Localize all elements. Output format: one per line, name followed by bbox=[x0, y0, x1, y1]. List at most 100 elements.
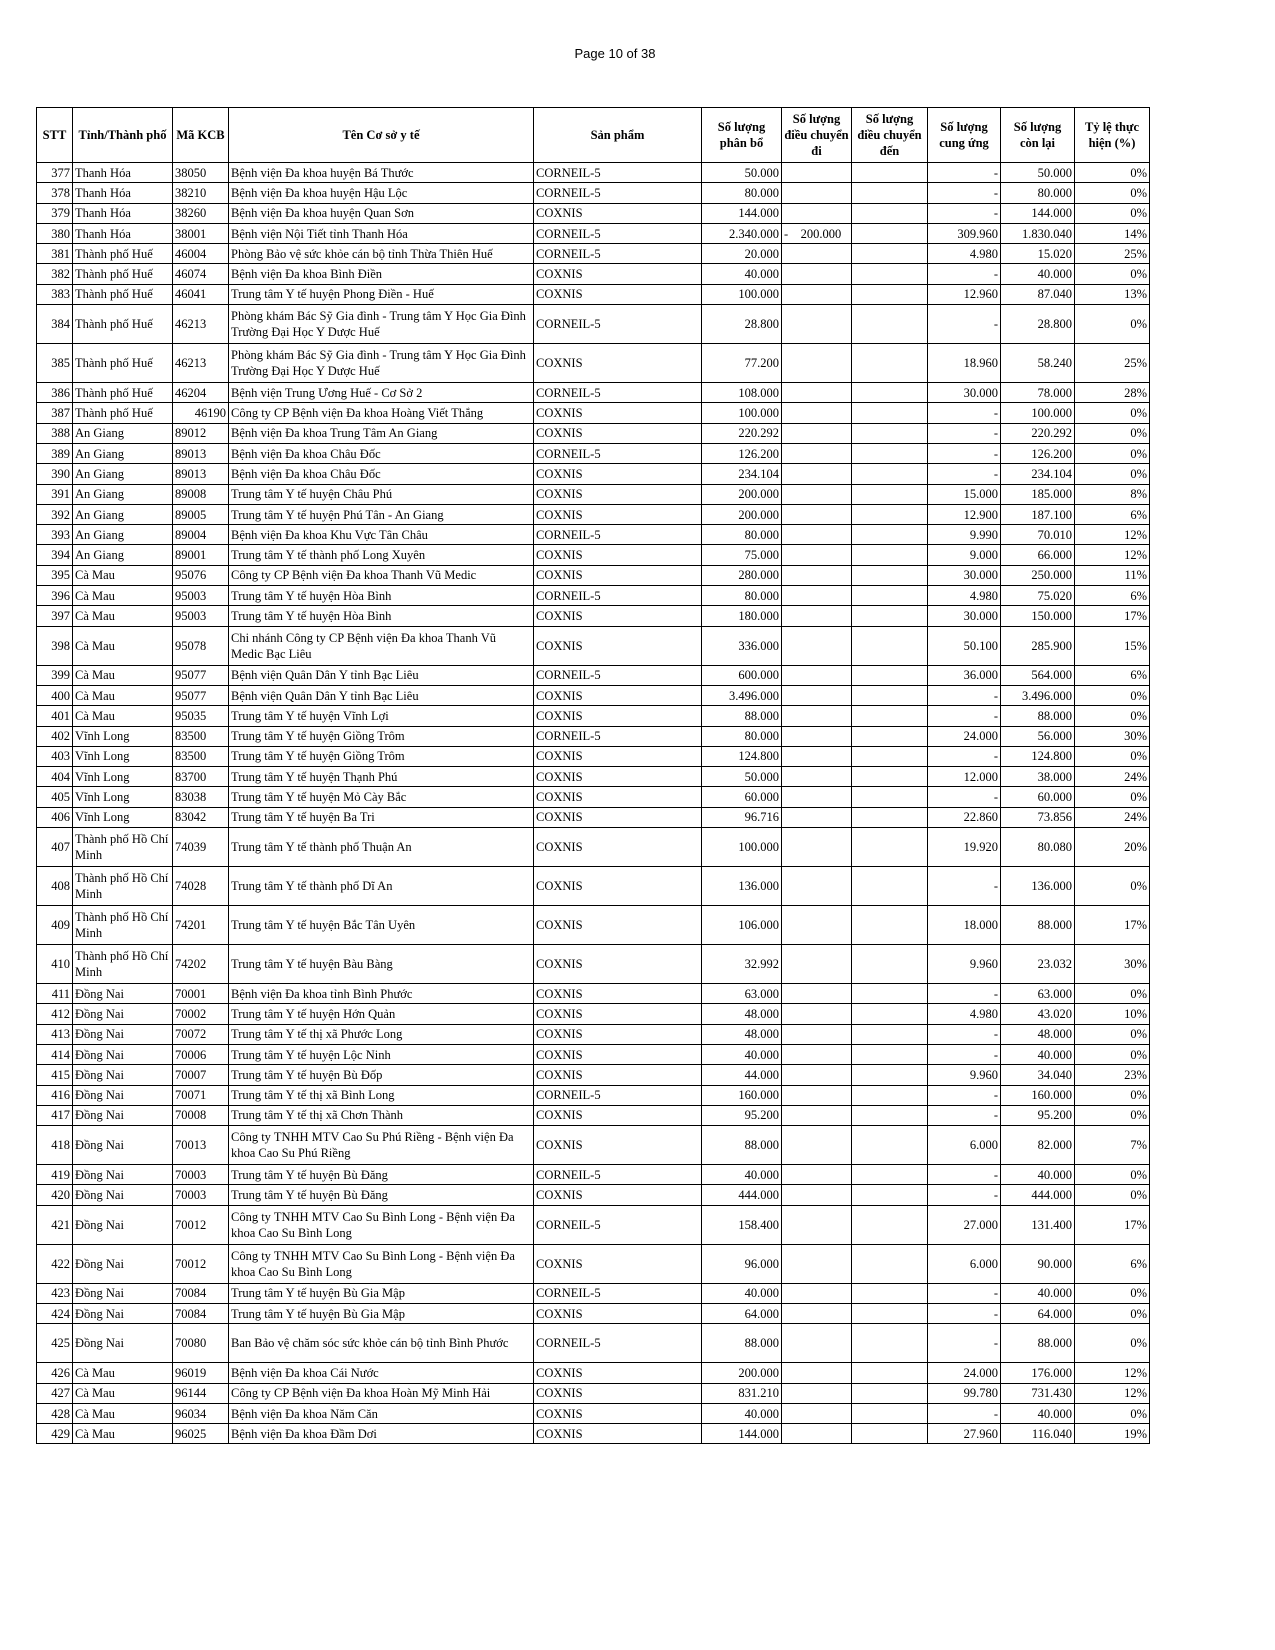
cell-transfer-out-qty bbox=[781, 304, 852, 345]
cell-stt: 399 bbox=[36, 664, 73, 686]
cell-transfer-out-qty bbox=[781, 1323, 852, 1364]
cell-completion-rate: 30% bbox=[1074, 944, 1150, 985]
table-row: 390 An Giang 89013 Bệnh viện Đa khoa Châu Đ… bbox=[36, 463, 1150, 485]
cell-stt: 394 bbox=[36, 544, 73, 566]
cell-facility-name: Trung tâm Y tế huyện Mỏ Cày Bắc bbox=[228, 786, 534, 808]
cell-province: Thành phố Huế bbox=[72, 243, 173, 265]
cell-supplied-qty: 9.960 bbox=[927, 1064, 1001, 1086]
cell-transfer-in-qty bbox=[851, 625, 928, 666]
cell-facility-name: Bệnh viện Đa khoa huyện Quan Sơn bbox=[228, 202, 534, 224]
table-row: 383 Thành phố Huế 46041 Trung tâm Y tế huyệ… bbox=[36, 283, 1150, 306]
cell-transfer-out-qty bbox=[781, 684, 852, 707]
cell-kcb-code: 95003 bbox=[172, 605, 229, 627]
cell-remaining-qty: 126.200 bbox=[1000, 442, 1075, 465]
cell-product: COXNIS bbox=[533, 944, 702, 985]
cell-stt: 400 bbox=[36, 684, 73, 707]
cell-facility-name: Phòng khám Bác Sỹ Gia đình - Trung tâm Y… bbox=[228, 304, 534, 345]
cell-facility-name: Phòng khám Bác Sỹ Gia đình - Trung tâm Y… bbox=[228, 343, 534, 384]
cell-completion-rate: 0% bbox=[1074, 263, 1150, 285]
table-row: 422 Đồng Nai 70012 Công ty TNHH MTV Cao Su … bbox=[36, 1243, 1150, 1284]
cell-province: Thành phố Huế bbox=[72, 283, 173, 306]
cell-completion-rate: 0% bbox=[1074, 1164, 1150, 1186]
cell-transfer-out-qty bbox=[781, 1164, 852, 1186]
table-row: 401 Cà Mau 95035 Trung tâm Y tế huyện Vĩnh … bbox=[36, 705, 1150, 727]
cell-stt: 392 bbox=[36, 503, 73, 526]
cell-stt: 387 bbox=[36, 402, 73, 424]
table-row: 387 Thành phố Huế 46190 Công ty CP Bệnh việ… bbox=[36, 402, 1150, 424]
cell-province: An Giang bbox=[72, 544, 173, 566]
cell-transfer-in-qty bbox=[851, 684, 928, 707]
cell-completion-rate: 20% bbox=[1074, 827, 1150, 868]
table-row: 409 Thành phố Hồ Chí Minh 74201 Trung tâm Y… bbox=[36, 905, 1150, 946]
cell-completion-rate: 28% bbox=[1074, 382, 1150, 404]
cell-supplied-qty: 12.960 bbox=[927, 283, 1001, 306]
table-row: 406 Vĩnh Long 83042 Trung tâm Y tế huyện Ba… bbox=[36, 806, 1150, 829]
cell-facility-name: Trung tâm Y tế thành phố Dĩ An bbox=[228, 866, 534, 907]
cell-transfer-out-qty bbox=[781, 382, 852, 404]
cell-province: Thanh Hóa bbox=[72, 222, 173, 245]
cell-supplied-qty: - bbox=[927, 1302, 1001, 1325]
cell-kcb-code: 38050 bbox=[172, 161, 229, 184]
cell-allocated-qty: 158.400 bbox=[701, 1204, 782, 1245]
cell-completion-rate: 17% bbox=[1074, 1204, 1150, 1245]
cell-completion-rate: 8% bbox=[1074, 483, 1150, 505]
cell-transfer-out-qty bbox=[781, 402, 852, 424]
cell-stt: 417 bbox=[36, 1104, 73, 1127]
cell-transfer-out-qty bbox=[781, 1003, 852, 1025]
cell-facility-name: Trung tâm Y tế thành phố Thuận An bbox=[228, 827, 534, 868]
cell-facility-name: Bệnh viện Đa khoa Bình Điền bbox=[228, 263, 534, 285]
cell-transfer-out-qty bbox=[781, 243, 852, 265]
cell-remaining-qty: 80.000 bbox=[1000, 182, 1075, 204]
cell-completion-rate: 11% bbox=[1074, 564, 1150, 587]
cell-supplied-qty: 9.990 bbox=[927, 524, 1001, 546]
cell-product: COXNIS bbox=[533, 1362, 702, 1384]
cell-kcb-code: 89001 bbox=[172, 544, 229, 566]
cell-completion-rate: 0% bbox=[1074, 1282, 1150, 1304]
table-row: 394 An Giang 89001 Trung tâm Y tế thành phố… bbox=[36, 544, 1150, 566]
cell-supplied-qty: - bbox=[927, 983, 1001, 1005]
cell-remaining-qty: 1.830.040 bbox=[1000, 222, 1075, 245]
cell-completion-rate: 12% bbox=[1074, 544, 1150, 566]
cell-stt: 428 bbox=[36, 1402, 73, 1425]
table-row: 396 Cà Mau 95003 Trung tâm Y tế huyện Hòa B… bbox=[36, 585, 1150, 607]
cell-allocated-qty: 126.200 bbox=[701, 442, 782, 465]
table-row: 426 Cà Mau 96019 Bệnh viện Đa khoa Cái Nước… bbox=[36, 1362, 1150, 1384]
cell-transfer-out-qty bbox=[781, 1282, 852, 1304]
cell-facility-name: Bệnh viện Đa khoa huyện Hậu Lộc bbox=[228, 182, 534, 204]
cell-allocated-qty: 180.000 bbox=[701, 605, 782, 627]
cell-remaining-qty: 78.000 bbox=[1000, 382, 1075, 404]
cell-stt: 388 bbox=[36, 422, 73, 444]
table-row: 418 Đồng Nai 70013 Công ty TNHH MTV Cao Su … bbox=[36, 1125, 1150, 1166]
cell-allocated-qty: 48.000 bbox=[701, 1023, 782, 1045]
cell-facility-name: Trung tâm Y tế huyện Ba Tri bbox=[228, 806, 534, 829]
cell-product: CORNEIL-5 bbox=[533, 664, 702, 686]
table-row: 413 Đồng Nai 70072 Trung tâm Y tế thị xã Ph… bbox=[36, 1023, 1150, 1045]
cell-transfer-out-qty bbox=[781, 1084, 852, 1106]
cell-product: COXNIS bbox=[533, 866, 702, 907]
cell-province: Thành phố Huế bbox=[72, 402, 173, 424]
cell-stt: 382 bbox=[36, 263, 73, 285]
cell-allocated-qty: 160.000 bbox=[701, 1084, 782, 1106]
cell-province: Đồng Nai bbox=[72, 1282, 173, 1304]
cell-allocated-qty: 95.200 bbox=[701, 1104, 782, 1127]
cell-kcb-code: 70012 bbox=[172, 1204, 229, 1245]
cell-facility-name: Trung tâm Y tế huyện Hòa Bình bbox=[228, 605, 534, 627]
cell-allocated-qty: 40.000 bbox=[701, 1164, 782, 1186]
cell-kcb-code: 70006 bbox=[172, 1043, 229, 1066]
cell-remaining-qty: 220.292 bbox=[1000, 422, 1075, 444]
cell-allocated-qty: 50.000 bbox=[701, 766, 782, 788]
cell-completion-rate: 0% bbox=[1074, 1043, 1150, 1066]
cell-transfer-out-qty bbox=[781, 1043, 852, 1066]
cell-remaining-qty: 60.000 bbox=[1000, 786, 1075, 808]
table-row: 405 Vĩnh Long 83038 Trung tâm Y tế huyện Mỏ… bbox=[36, 786, 1150, 808]
cell-allocated-qty: 96.716 bbox=[701, 806, 782, 829]
cell-completion-rate: 0% bbox=[1074, 1184, 1150, 1206]
allocation-table: STT Tỉnh/Thành phố Mã KCB Tên Cơ sở y tế Sản… bbox=[36, 107, 1150, 1445]
cell-completion-rate: 25% bbox=[1074, 343, 1150, 384]
cell-kcb-code: 70001 bbox=[172, 983, 229, 1005]
cell-remaining-qty: 40.000 bbox=[1000, 1164, 1075, 1186]
cell-allocated-qty: 600.000 bbox=[701, 664, 782, 686]
cell-stt: 429 bbox=[36, 1423, 73, 1445]
cell-remaining-qty: 731.430 bbox=[1000, 1382, 1075, 1404]
cell-stt: 409 bbox=[36, 905, 73, 946]
